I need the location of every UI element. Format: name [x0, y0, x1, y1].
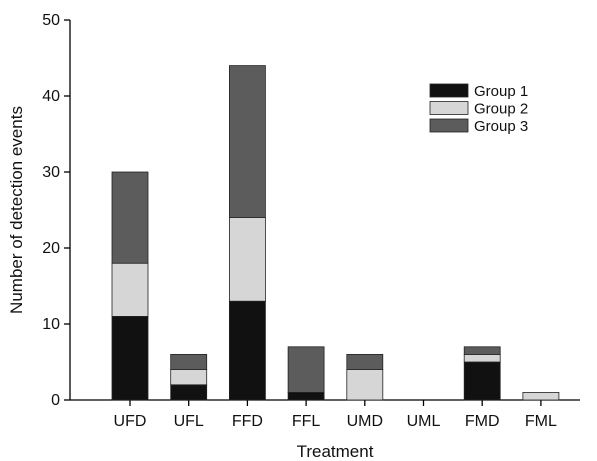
bar-segment-ffl-group-3 — [287, 346, 325, 393]
y-tick-label: 30 — [42, 164, 60, 181]
legend-label: Group 2 — [474, 101, 528, 118]
x-tick-label: FMD — [465, 413, 500, 430]
y-axis-title: Number of detection events — [7, 106, 26, 314]
legend-swatch — [429, 101, 469, 115]
bar-segment-ufd-group-2 — [111, 262, 149, 317]
bar-segment-ffl-group-1 — [287, 391, 325, 401]
bar-segment-fmd-group-1 — [463, 361, 501, 401]
x-tick-label: FFD — [232, 413, 263, 430]
legend-swatch — [429, 83, 469, 98]
y-tick-label: 40 — [42, 88, 60, 105]
y-tick-label: 10 — [42, 316, 60, 333]
bar-segment-umd-group-3 — [346, 353, 384, 370]
legend-label: Group 3 — [474, 118, 528, 135]
bar-segment-ufl-group-2 — [170, 369, 208, 386]
x-tick-label: FML — [525, 413, 557, 430]
bar-segment-ufd-group-1 — [111, 315, 149, 401]
bar-segment-fmd-group-3 — [463, 346, 501, 355]
bar-segment-ffd-group-1 — [228, 300, 266, 401]
x-tick-label: UMD — [347, 413, 383, 430]
y-tick-label: 20 — [42, 240, 60, 257]
y-tick-label: 0 — [51, 392, 60, 409]
bar-segment-fml-group-2 — [522, 391, 560, 401]
bar-segment-umd-group-2 — [346, 369, 384, 401]
x-axis: UFD UFL FFD FFL UMD UML FMD FML — [70, 399, 580, 430]
x-axis-title: Treatment — [297, 442, 374, 461]
bar-segment-ufd-group-3 — [111, 171, 149, 264]
legend-swatch — [429, 118, 469, 133]
bar-segment-ffd-group-3 — [228, 65, 266, 218]
x-tick-label: UML — [407, 413, 441, 430]
bar-segment-ffd-group-2 — [228, 217, 266, 302]
bar-segment-ufl-group-3 — [170, 353, 208, 370]
legend-label: Group 1 — [474, 83, 528, 100]
y-tick-label: 50 — [42, 12, 60, 29]
y-axis: 0 10 20 30 40 50 — [42, 12, 71, 409]
x-tick-label: UFL — [174, 413, 204, 430]
bar-segment-fmd-group-2 — [463, 353, 501, 363]
x-tick-label: UFD — [114, 413, 147, 430]
bar-segment-ufl-group-1 — [170, 384, 208, 401]
bars — [111, 65, 560, 401]
x-tick-label: FFL — [292, 413, 321, 430]
